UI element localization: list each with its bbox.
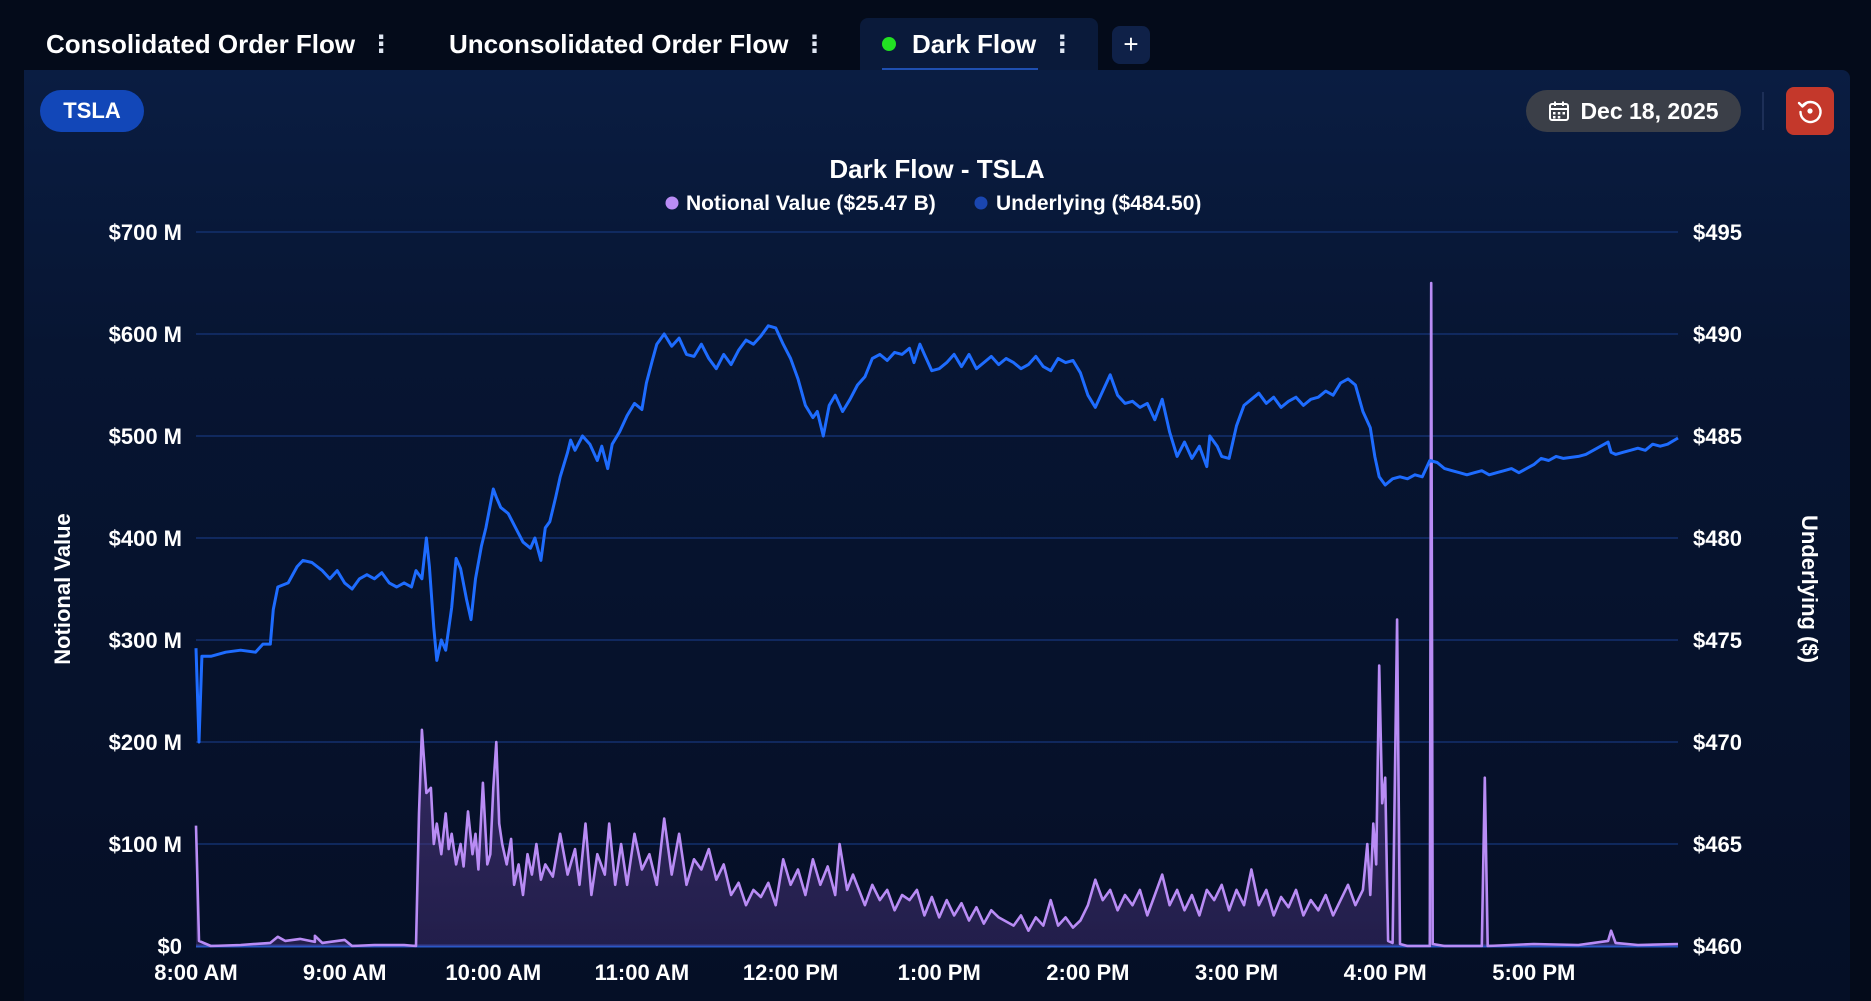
tab-label: Consolidated Order Flow — [46, 28, 356, 59]
toolbar-divider — [1762, 92, 1764, 130]
x-tick-label: 12:00 PM — [743, 960, 838, 985]
reset-button[interactable] — [1786, 87, 1834, 135]
x-tick-label: 3:00 PM — [1195, 960, 1278, 985]
live-status-dot — [882, 37, 896, 51]
y-tick-label-left: $100 M — [109, 832, 182, 857]
legend-marker-underlying — [974, 196, 988, 210]
date-label: Dec 18, 2025 — [1580, 97, 1719, 124]
y-axis-label-right: Underlying ($) — [1797, 515, 1822, 663]
legend: Notional Value ($25.47 B) Underlying ($4… — [665, 192, 1202, 215]
date-picker-button[interactable]: Dec 18, 2025 — [1526, 90, 1741, 132]
notional-line — [194, 281, 1679, 948]
x-axis: 8:00 AM 9:00 AM 10:00 AM 11:00 AM 12:00 PM 1:… — [154, 960, 1575, 985]
y-tick-label-left: $600 M — [109, 322, 182, 347]
y-tick-label-left: $200 M — [109, 730, 182, 755]
y-tick-label-left: $300 M — [109, 628, 182, 653]
y-tick-label-right: $485 — [1693, 424, 1742, 449]
y-axis-label-left: Notional Value — [50, 513, 75, 665]
y-axis-left: $0 $100 M $200 M $300 M $400 M $500 M $600 M $7… — [109, 220, 182, 959]
tab-unconsolidated-order-flow[interactable]: Unconsolidated Order Flow ⋮ — [449, 18, 826, 70]
legend-item-underlying[interactable]: Underlying ($484.50) — [974, 192, 1202, 215]
y-tick-label-left: $500 M — [109, 424, 182, 449]
more-vertical-icon[interactable]: ⋮ — [802, 30, 827, 58]
tab-consolidated-order-flow[interactable]: Consolidated Order Flow ⋮ — [46, 18, 393, 70]
legend-label-notional: Notional Value ($25.47 B) — [686, 192, 936, 215]
legend-item-notional[interactable]: Notional Value ($25.47 B) — [665, 192, 936, 215]
y-tick-label-right: $475 — [1693, 628, 1742, 653]
y-axis-right: $460 $465 $470 $475 $480 $485 $490 $495 — [1693, 220, 1742, 959]
ticker-label: TSLA — [63, 98, 121, 123]
x-tick-label: 4:00 PM — [1344, 960, 1427, 985]
reset-history-icon — [1797, 100, 1822, 124]
tab-bar: Consolidated Order Flow ⋮ Unconsolidated… — [0, 0, 1871, 70]
x-tick-label: 8:00 AM — [154, 960, 238, 985]
y-tick-label-right: $465 — [1693, 832, 1742, 857]
y-tick-label-left: $0 — [158, 934, 182, 959]
chart-title: Dark Flow - TSLA — [829, 154, 1044, 184]
y-tick-label-right: $490 — [1693, 322, 1742, 347]
y-tick-label-left: $400 M — [109, 526, 182, 551]
x-tick-label: 2:00 PM — [1046, 960, 1129, 985]
y-tick-label-right: $480 — [1693, 526, 1742, 551]
plot-area — [194, 281, 1679, 948]
x-tick-label: 9:00 AM — [303, 960, 387, 985]
active-tab-indicator — [882, 68, 1038, 70]
y-tick-label-right: $495 — [1693, 220, 1742, 245]
tab-dark-flow[interactable]: Dark Flow ⋮ — [860, 18, 1098, 70]
more-vertical-icon[interactable]: ⋮ — [369, 30, 394, 58]
x-tick-label: 5:00 PM — [1492, 960, 1575, 985]
y-tick-label-right: $470 — [1693, 730, 1742, 755]
x-tick-label: 1:00 PM — [898, 960, 981, 985]
x-tick-label: 10:00 AM — [445, 960, 541, 985]
y-tick-label-left: $700 M — [109, 220, 182, 245]
legend-label-underlying: Underlying ($484.50) — [996, 192, 1201, 215]
more-vertical-icon[interactable]: ⋮ — [1050, 30, 1075, 58]
plus-icon: + — [1123, 29, 1139, 59]
legend-marker-notional — [665, 196, 679, 210]
calendar-icon — [1549, 101, 1570, 121]
ticker-badge[interactable]: TSLA — [40, 90, 144, 132]
add-tab-button[interactable]: + — [1112, 26, 1150, 64]
tab-label: Unconsolidated Order Flow — [449, 28, 789, 59]
tab-label: Dark Flow — [912, 28, 1037, 59]
x-tick-label: 11:00 AM — [595, 960, 690, 985]
y-tick-label-right: $460 — [1693, 934, 1742, 959]
underlying-line — [194, 324, 1679, 744]
chart-panel: TSLA Dec 18, 2025 — [24, 70, 1850, 1001]
